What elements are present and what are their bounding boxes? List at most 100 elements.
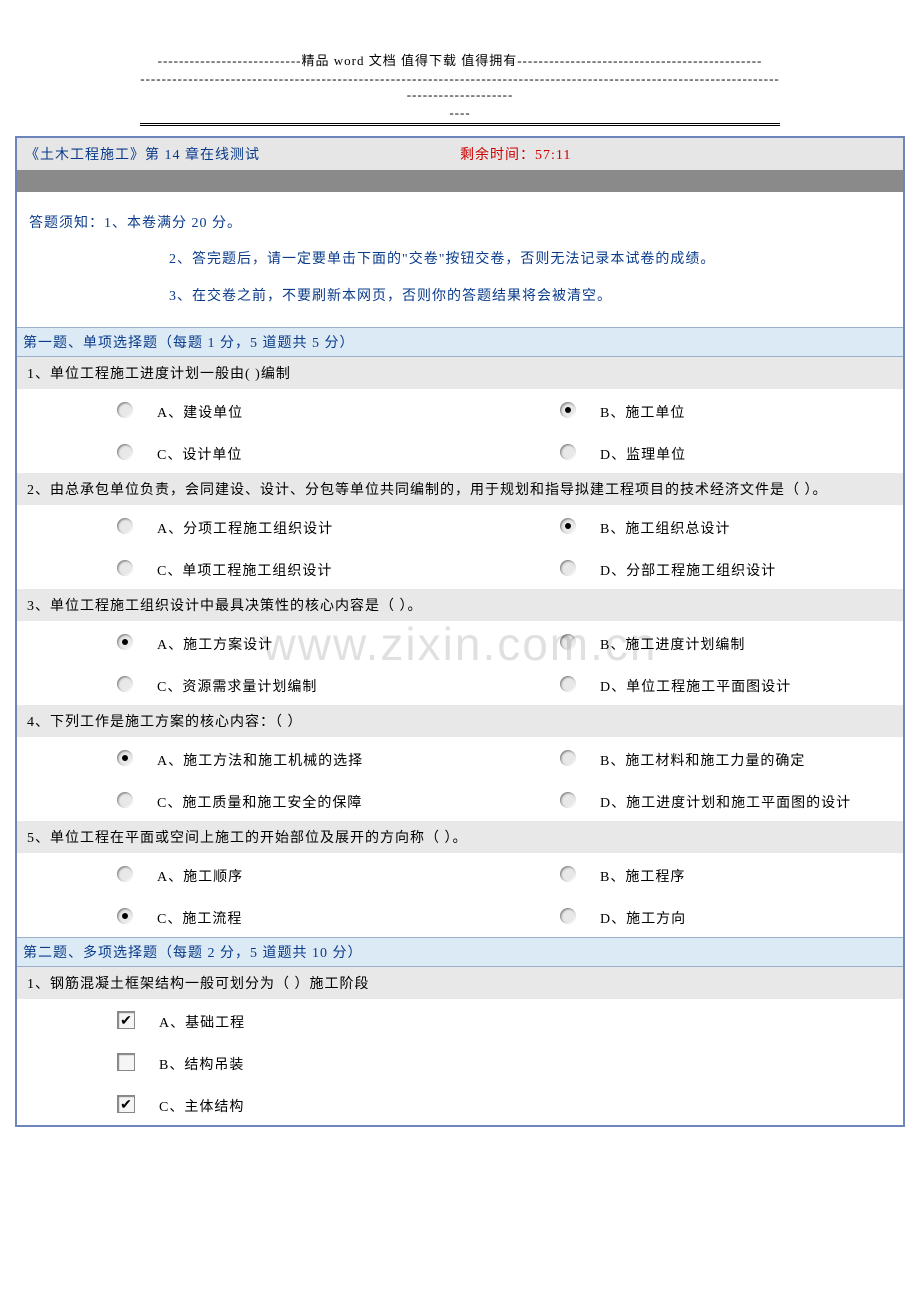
q1-opt-c[interactable]: C、设计单位 [17,431,460,473]
option-label: B、施工材料和施工力量的确定 [600,746,805,770]
instructions: 答题须知： 1、本卷满分 20 分。 2、答完题后，请一定要单击下面的"交卷"按… [17,192,903,327]
radio-dot [122,913,128,919]
q2-opt-c[interactable]: C、单项工程施工组织设计 [17,547,460,589]
option-label: D、监理单位 [600,440,686,464]
option-label: A、分项工程施工组织设计 [157,514,333,538]
option-label: B、施工进度计划编制 [600,630,745,654]
option-label: C、设计单位 [157,440,242,464]
mq1-options: ✔ A、基础工程 B、结构吊装 ✔ C、主体结构 [17,999,903,1125]
option-label: B、施工程序 [600,862,685,886]
q4-opt-a[interactable]: A、施工方法和施工机械的选择 [17,737,460,779]
q4-opt-b[interactable]: B、施工材料和施工力量的确定 [460,737,903,779]
radio-icon [560,676,576,692]
q1-options: A、建设单位 B、施工单位 C、设计单位 D、监理单位 [17,389,903,473]
q3-opt-a[interactable]: A、施工方案设计 [17,621,460,663]
radio-icon [117,402,133,418]
option-label: D、施工方向 [600,904,686,928]
q3-opt-d[interactable]: D、单位工程施工平面图设计 [460,663,903,705]
instruction-1: 1、本卷满分 20 分。 [104,206,242,242]
radio-icon [560,750,576,766]
radio-icon [117,518,133,534]
q3-opt-b[interactable]: B、施工进度计划编制 [460,621,903,663]
dark-bar [17,170,903,192]
q2-options: A、分项工程施工组织设计 B、施工组织总设计 C、单项工程施工组织设计 D、分部… [17,505,903,589]
q5-opt-b[interactable]: B、施工程序 [460,853,903,895]
option-label: B、施工组织总设计 [600,514,730,538]
radio-icon [117,908,133,924]
option-label: A、建设单位 [157,398,243,422]
option-label: D、施工进度计划和施工平面图的设计 [600,788,851,812]
radio-icon [117,866,133,882]
radio-icon [560,792,576,808]
option-label: B、结构吊装 [159,1050,244,1074]
section-1-header: 第一题、单项选择题（每题 1 分，5 道题共 5 分） [17,327,903,357]
q4-stem: 4、下列工作是施工方案的核心内容：（ ） [17,705,903,737]
option-label: C、资源需求量计划编制 [157,672,317,696]
q1-stem: 1、单位工程施工进度计划一般由( )编制 [17,357,903,389]
option-label: D、分部工程施工组织设计 [600,556,776,580]
radio-icon [560,634,576,650]
radio-icon [560,866,576,882]
option-label: C、单项工程施工组织设计 [157,556,332,580]
radio-icon [560,908,576,924]
q1-opt-b[interactable]: B、施工单位 [460,389,903,431]
q4-opt-c[interactable]: C、施工质量和施工安全的保障 [17,779,460,821]
quiz-title: 《土木工程施工》第 14 章在线测试 [25,144,460,164]
radio-dot [565,523,571,529]
radio-icon [560,402,576,418]
q5-opt-d[interactable]: D、施工方向 [460,895,903,937]
page: ---------------------------精品 word 文档 值得… [0,0,920,1127]
q4-opt-d[interactable]: D、施工进度计划和施工平面图的设计 [460,779,903,821]
q2-opt-b[interactable]: B、施工组织总设计 [460,505,903,547]
checkbox-icon: ✔ [117,1095,135,1113]
radio-icon [117,676,133,692]
q2-opt-a[interactable]: A、分项工程施工组织设计 [17,505,460,547]
option-label: A、施工顺序 [157,862,243,886]
q1-opt-d[interactable]: D、监理单位 [460,431,903,473]
q5-options: A、施工顺序 B、施工程序 C、施工流程 D、施工方向 [17,853,903,937]
q3-options: A、施工方案设计 B、施工进度计划编制 C、资源需求量计划编制 D、单位工程施工… [17,621,903,705]
radio-icon [560,560,576,576]
option-label: A、施工方案设计 [157,630,273,654]
radio-icon [117,750,133,766]
option-label: A、基础工程 [159,1008,245,1032]
mq1-opt-c[interactable]: ✔ C、主体结构 [17,1083,903,1125]
q5-opt-a[interactable]: A、施工顺序 [17,853,460,895]
option-label: C、施工质量和施工安全的保障 [157,788,362,812]
radio-icon [117,560,133,576]
option-label: D、单位工程施工平面图设计 [600,672,791,696]
q5-stem: 5、单位工程在平面或空间上施工的开始部位及展开的方向称（ ）。 [17,821,903,853]
watermark-wrap: www.zixin.com.cn A、施工方案设计 B、施工进度计划编制 C、资… [17,621,903,705]
q2-opt-d[interactable]: D、分部工程施工组织设计 [460,547,903,589]
q3-opt-c[interactable]: C、资源需求量计划编制 [17,663,460,705]
radio-dot [565,407,571,413]
quiz-container: 《土木工程施工》第 14 章在线测试 剩余时间：57:11 答题须知： 1、本卷… [15,136,905,1127]
doc-header-line1: ---------------------------精品 word 文档 值得… [0,50,920,71]
doc-header-line2: ----------------------------------------… [0,71,920,105]
mq1-opt-b[interactable]: B、结构吊装 [17,1041,903,1083]
option-label: B、施工单位 [600,398,685,422]
option-label: A、施工方法和施工机械的选择 [157,746,363,770]
mq1-stem: 1、钢筋混凝土框架结构一般可划分为（ ）施工阶段 [17,967,903,999]
mq1-opt-a[interactable]: ✔ A、基础工程 [17,999,903,1041]
instruction-2: 2、答完题后，请一定要单击下面的"交卷"按钮交卷，否则无法记录本试卷的成绩。 [169,242,715,278]
section-2-header: 第二题、多项选择题（每题 2 分，5 道题共 10 分） [17,937,903,967]
checkbox-icon: ✔ [117,1011,135,1029]
time-remaining: 剩余时间：57:11 [460,144,895,164]
radio-icon [117,444,133,460]
radio-icon [560,444,576,460]
q5-opt-c[interactable]: C、施工流程 [17,895,460,937]
header-divider [140,123,780,126]
radio-icon [117,634,133,650]
radio-dot [122,755,128,761]
radio-icon [117,792,133,808]
q1-opt-a[interactable]: A、建设单位 [17,389,460,431]
q3-stem: 3、单位工程施工组织设计中最具决策性的核心内容是（ ）。 [17,589,903,621]
option-label: C、施工流程 [157,904,242,928]
title-row: 《土木工程施工》第 14 章在线测试 剩余时间：57:11 [17,138,903,170]
radio-icon [560,518,576,534]
q4-options: A、施工方法和施工机械的选择 B、施工材料和施工力量的确定 C、施工质量和施工安… [17,737,903,821]
option-label: C、主体结构 [159,1092,244,1116]
radio-dot [122,639,128,645]
instruction-3: 3、在交卷之前，不要刷新本网页，否则你的答题结果将会被清空。 [169,279,612,315]
